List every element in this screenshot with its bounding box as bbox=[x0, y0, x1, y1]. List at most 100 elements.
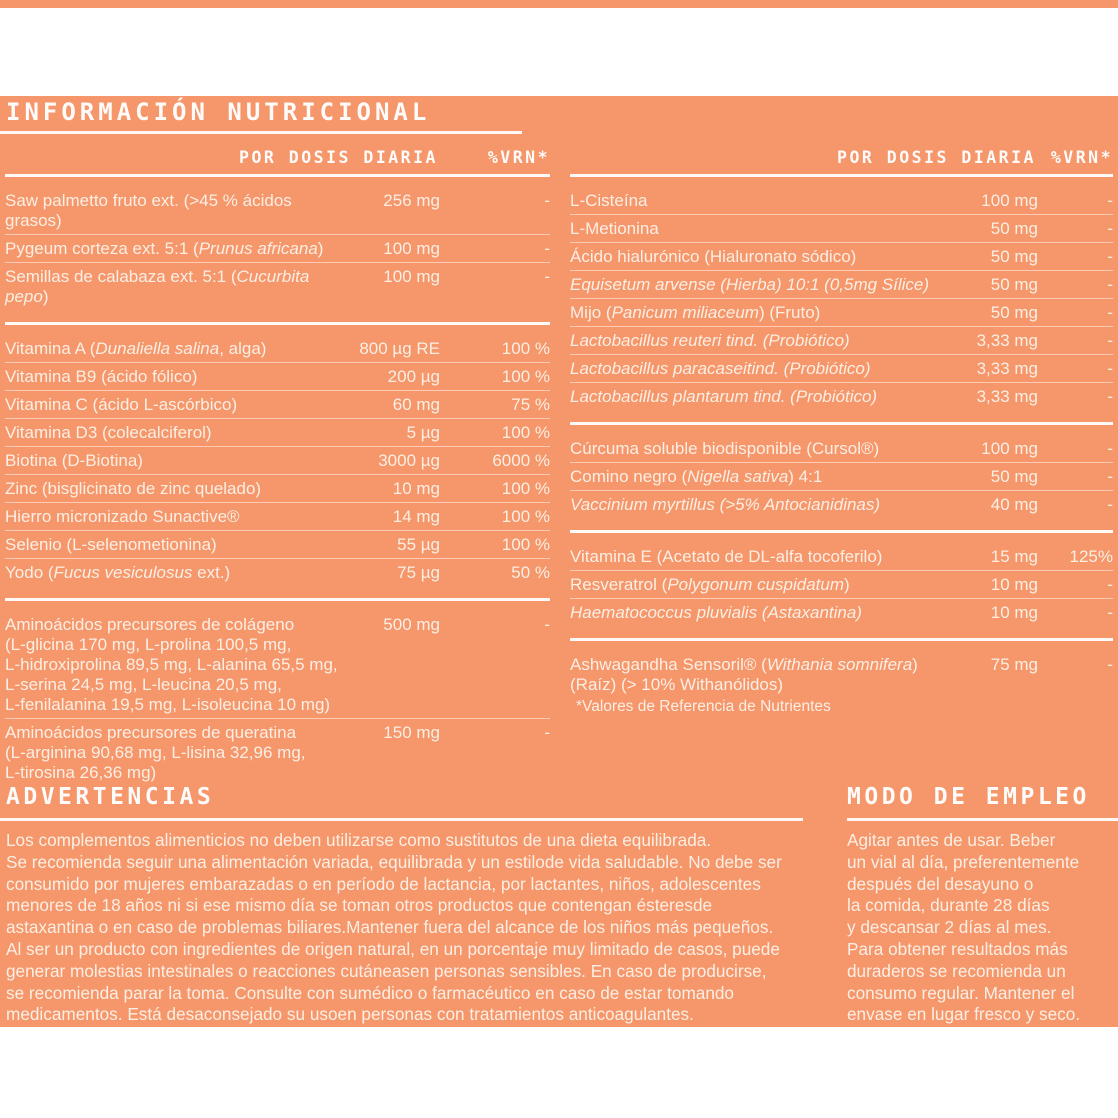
ingredient-name: Aminoácidos precursores de colágeno (L-gl… bbox=[5, 614, 338, 714]
modo-de-empleo-text: Agitar antes de usar. Beber un vial al d… bbox=[847, 830, 1081, 1025]
vrn-value: - bbox=[1107, 218, 1113, 238]
amount-value: 3,33 mg bbox=[976, 386, 1038, 406]
ingredient-name: Ashwagandha Sensoril® (Withania somnifer… bbox=[570, 654, 918, 694]
ingredient-name: Lactobacillus reuteri tind. (Probiótico) bbox=[570, 330, 850, 350]
amount-value: 100 mg bbox=[981, 190, 1038, 210]
table-row: Hierro micronizado Sunactive® 14 mg 100 % bbox=[5, 503, 550, 531]
table-row: Resveratrol (Polygonum cuspidatum) 10 mg - bbox=[570, 571, 1113, 599]
vrn-value: - bbox=[1107, 438, 1113, 458]
table-section: Cúrcuma soluble biodisponible (Cursol®) 1… bbox=[570, 425, 1113, 533]
vrn-value: - bbox=[1107, 274, 1113, 294]
table-row: Vitamina C (ácido L-ascórbico) 60 mg 75 % bbox=[5, 391, 550, 419]
vrn-value: - bbox=[544, 614, 550, 634]
ingredient-name: Vitamina D3 (colecalciferol) bbox=[5, 422, 212, 442]
vrn-value: - bbox=[544, 238, 550, 258]
ingredient-name: Saw palmetto fruto ext. (>45 % ácidos gr… bbox=[5, 190, 292, 230]
amount-value: 3,33 mg bbox=[976, 358, 1038, 378]
table-row: Aminoácidos precursores de colágeno (L-gl… bbox=[5, 611, 550, 719]
nutrition-table-left: POR DOSIS DIARIA %VRN* Saw palmetto fruto … bbox=[5, 144, 550, 798]
vrn-value: 100 % bbox=[501, 338, 550, 358]
vrn-value: 100 % bbox=[501, 534, 550, 554]
ingredient-name: Lactobacillus plantarum tind. (Probiótic… bbox=[570, 386, 878, 406]
amount-value: 75 mg bbox=[990, 654, 1038, 674]
table-row: Semillas de calabaza ext. 5:1 (Cucurbita… bbox=[5, 263, 550, 310]
amount-value: 100 mg bbox=[383, 266, 440, 286]
column-header-dose: POR DOSIS DIARIA bbox=[239, 148, 438, 167]
advertencias-section: ADVERTENCIAS Los complementos alimentici… bbox=[0, 784, 810, 1026]
table-row: Ácido hialurónico (Hialuronato sódico) 50… bbox=[570, 243, 1113, 271]
table-row: Equisetum arvense (Hierba) 10:1 (0,5mg S… bbox=[570, 271, 1113, 299]
ingredient-name: Vaccinium myrtillus (>5% Antocianidinas) bbox=[570, 494, 881, 514]
vrn-value: 75 % bbox=[511, 394, 550, 414]
amount-value: 10 mg bbox=[990, 574, 1038, 594]
modo-de-empleo-section: MODO DE EMPLEO Agitar antes de usar. Beb… bbox=[847, 784, 1118, 1026]
table-row: Haematococcus pluvialis (Astaxantina) 10 … bbox=[570, 599, 1113, 626]
ingredient-name: Semillas de calabaza ext. 5:1 (Cucurbita… bbox=[5, 266, 310, 306]
table-row: Lactobacillus paracaseitind. (Probiótico… bbox=[570, 355, 1113, 383]
amount-value: 100 mg bbox=[981, 438, 1038, 458]
nutrition-panel: INFORMACIÓN NUTRICIONAL POR DOSIS DIARIA… bbox=[0, 96, 1118, 1027]
column-header-dose: POR DOSIS DIARIA bbox=[837, 148, 1036, 167]
amount-value: 15 mg bbox=[990, 546, 1038, 566]
advertencias-title: ADVERTENCIAS bbox=[6, 784, 215, 810]
ingredient-name: Haematococcus pluvialis (Astaxantina) bbox=[570, 602, 862, 622]
table-section: Vitamina E (Acetato de DL-alfa tocoferil… bbox=[570, 533, 1113, 641]
ingredient-name: Zinc (bisglicinato de zinc quelado) bbox=[5, 478, 262, 498]
column-header-vrn: %VRN* bbox=[487, 148, 550, 167]
ingredient-name: Vitamina E (Acetato de DL-alfa tocoferil… bbox=[570, 546, 883, 566]
vrn-value: - bbox=[1107, 654, 1113, 674]
ingredient-name: Lactobacillus paracaseitind. (Probiótico… bbox=[570, 358, 871, 378]
vrn-value: - bbox=[544, 722, 550, 742]
table-section: Ashwagandha Sensoril® (Withania somnifer… bbox=[570, 641, 1113, 710]
table-row: Vaccinium myrtillus (>5% Antocianidinas)… bbox=[570, 491, 1113, 518]
vrn-value: 50 % bbox=[511, 562, 550, 582]
vrn-value: - bbox=[1107, 494, 1113, 514]
vrn-value: - bbox=[1107, 246, 1113, 266]
advertencias-text: Los complementos alimenticios no deben u… bbox=[6, 830, 782, 1025]
table-row: Vitamina A (Dunaliella salina, alga) 800 … bbox=[5, 335, 550, 363]
table-row: Zinc (bisglicinato de zinc quelado) 10 mg… bbox=[5, 475, 550, 503]
amount-value: 50 mg bbox=[990, 246, 1038, 266]
nutrition-table-right: POR DOSIS DIARIA %VRN* L-Cisteína 100 mg - L-… bbox=[570, 144, 1113, 710]
vrn-value: - bbox=[1107, 466, 1113, 486]
column-header-vrn: %VRN* bbox=[1050, 148, 1113, 167]
amount-value: 10 mg bbox=[990, 602, 1038, 622]
ingredient-name: Selenio (L-selenometionina) bbox=[5, 534, 217, 554]
amount-value: 40 mg bbox=[990, 494, 1038, 514]
amount-value: 50 mg bbox=[990, 302, 1038, 322]
vrn-value: - bbox=[1107, 358, 1113, 378]
vrn-value: - bbox=[544, 266, 550, 286]
table-row: Lactobacillus plantarum tind. (Probiótic… bbox=[570, 383, 1113, 410]
vrn-value: - bbox=[1107, 190, 1113, 210]
table-row: Pygeum corteza ext. 5:1 (Prunus africana… bbox=[5, 235, 550, 263]
amount-value: 3,33 mg bbox=[976, 330, 1038, 350]
amount-value: 10 mg bbox=[392, 478, 440, 498]
top-orange-strip bbox=[0, 0, 1118, 8]
ingredient-name: Mijo (Panicum miliaceum) (Fruto) bbox=[570, 302, 821, 322]
vrn-value: 100 % bbox=[501, 422, 550, 442]
table-row: Mijo (Panicum miliaceum) (Fruto) 50 mg - bbox=[570, 299, 1113, 327]
table-row: Yodo (Fucus vesiculosus ext.) 75 µg 50 % bbox=[5, 559, 550, 586]
vrn-value: - bbox=[1107, 386, 1113, 406]
vrn-value: 100 % bbox=[501, 506, 550, 526]
modo-de-empleo-underline bbox=[847, 818, 1118, 821]
ingredient-name: L-Cisteína bbox=[570, 190, 648, 210]
vrn-value: 125% bbox=[1069, 546, 1113, 566]
ingredient-name: Hierro micronizado Sunactive® bbox=[5, 506, 240, 526]
ingredient-name: L-Metionina bbox=[570, 218, 659, 238]
table-row: Biotina (D-Biotina) 3000 µg 6000 % bbox=[5, 447, 550, 475]
ingredient-name: Ácido hialurónico (Hialuronato sódico) bbox=[570, 246, 857, 266]
table-section: Saw palmetto fruto ext. (>45 % ácidos gr… bbox=[5, 177, 550, 325]
modo-de-empleo-title: MODO DE EMPLEO bbox=[847, 784, 1090, 810]
vrn-value: 6000 % bbox=[492, 450, 550, 470]
table-row: Cúrcuma soluble biodisponible (Cursol®) 1… bbox=[570, 435, 1113, 463]
table-row: Vitamina D3 (colecalciferol) 5 µg 100 % bbox=[5, 419, 550, 447]
ingredient-name: Pygeum corteza ext. 5:1 (Prunus africana… bbox=[5, 238, 324, 258]
amount-value: 150 mg bbox=[383, 722, 440, 742]
ingredient-name: Vitamina C (ácido L-ascórbico) bbox=[5, 394, 238, 414]
table-section: Vitamina A (Dunaliella salina, alga) 800 … bbox=[5, 325, 550, 601]
amount-value: 500 mg bbox=[383, 614, 440, 634]
table-row: Selenio (L-selenometionina) 55 µg 100 % bbox=[5, 531, 550, 559]
ingredient-name: Cúrcuma soluble biodisponible (Cursol®) bbox=[570, 438, 880, 458]
amount-value: 256 mg bbox=[383, 190, 440, 210]
